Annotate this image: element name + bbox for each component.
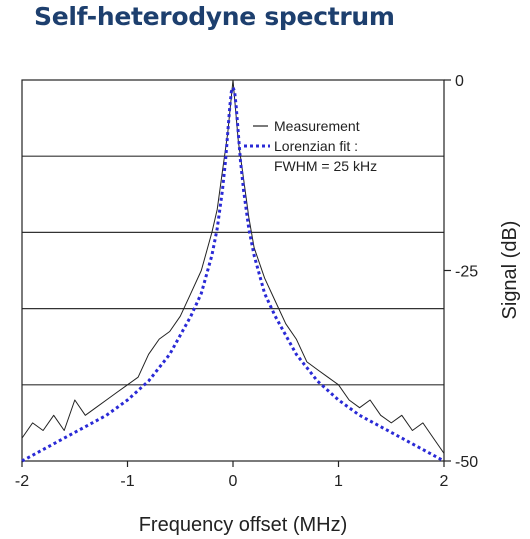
legend-fwhm-label: FWHM = 25 kHz [274,158,377,174]
measurement-series-line [21,79,445,454]
lorentzian-fit-series-line [21,86,445,463]
x-axis-label: Frequency offset (MHz) [139,514,348,536]
axis-ticks: -2 -1 0 1 2 0 -25 -50 [15,73,478,490]
legend: Measurement Lorenzian fit : FWHM = 25 kH… [244,118,377,174]
series-layer [21,79,445,463]
x-tick-label: 2 [440,473,449,490]
legend-measurement-label: Measurement [274,118,360,134]
x-tick-label: 1 [334,473,343,490]
chart-title: Self-heterodyne spectrum [34,2,395,31]
x-tick-label: 0 [229,473,238,490]
x-tick-label: -2 [15,473,29,490]
grid-lines [22,155,444,386]
plot-frame [21,79,445,462]
y-tick-label: -25 [455,264,478,281]
y-axis-label: Signal (dB) [499,221,521,320]
legend-fit-label: Lorenzian fit : [274,138,358,154]
y-tick-label: 0 [455,73,464,90]
y-tick-label: -50 [455,454,478,471]
x-tick-label: -1 [120,473,134,490]
